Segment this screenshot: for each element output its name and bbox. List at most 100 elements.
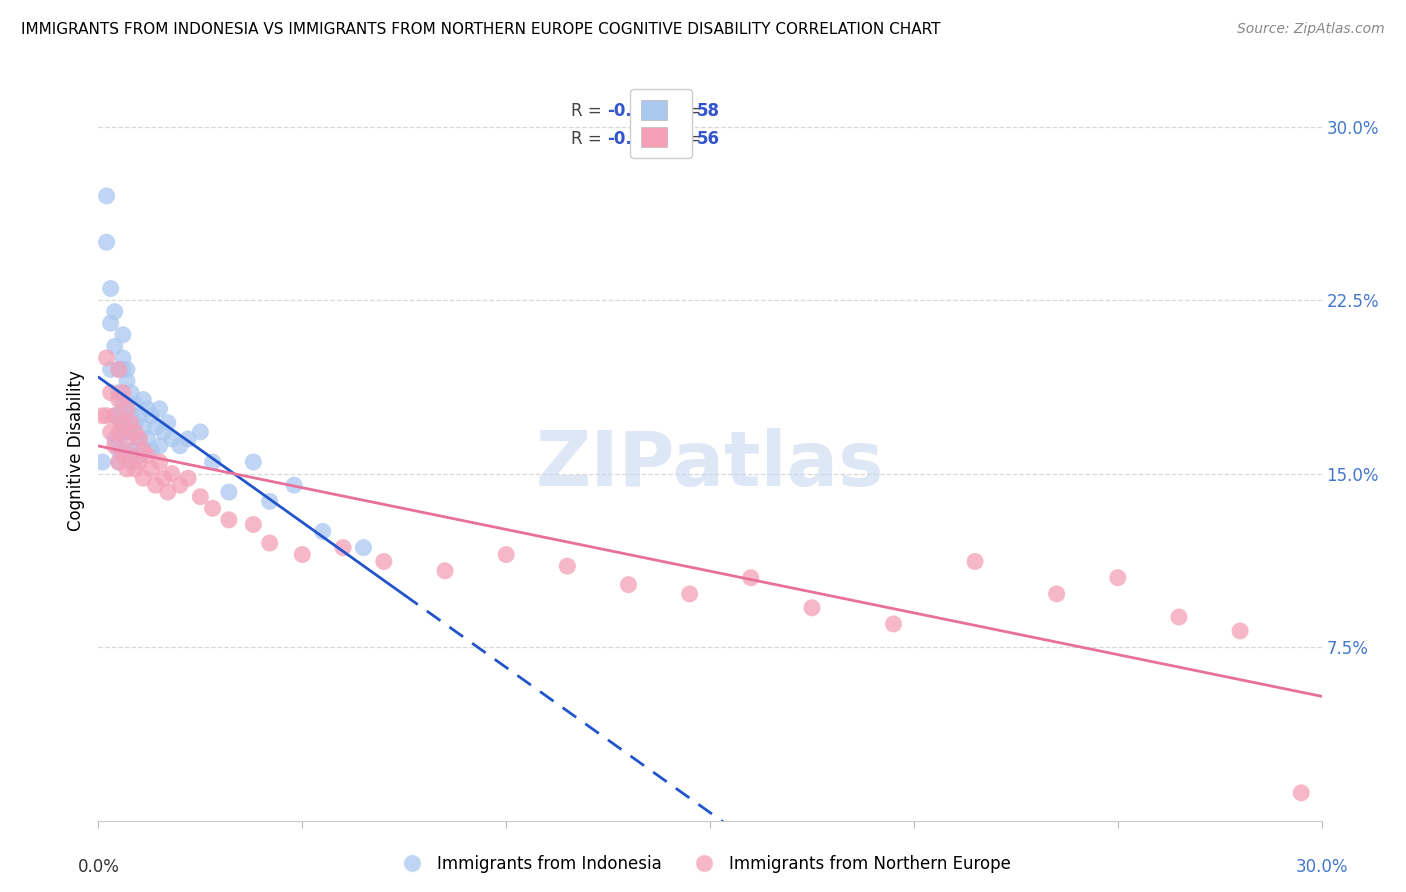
- Text: -0.281: -0.281: [607, 129, 666, 148]
- Point: [100, 385, 122, 400]
- Point: [96, 351, 118, 365]
- Point: [108, 409, 131, 423]
- Text: R =: R =: [571, 103, 606, 120]
- Point: [132, 392, 155, 407]
- Point: [218, 513, 240, 527]
- Point: [801, 600, 824, 615]
- Point: [108, 443, 131, 458]
- Point: [965, 554, 987, 569]
- Point: [115, 462, 138, 476]
- Point: [177, 471, 200, 485]
- Point: [259, 494, 281, 508]
- Point: [108, 392, 131, 407]
- Point: [156, 485, 179, 500]
- Point: [115, 401, 138, 416]
- Text: 30.0%: 30.0%: [1295, 858, 1348, 876]
- Point: [124, 462, 146, 476]
- Point: [128, 455, 150, 469]
- Point: [115, 374, 138, 388]
- Point: [617, 577, 640, 591]
- Point: [104, 339, 127, 353]
- Point: [100, 425, 122, 439]
- Point: [111, 420, 134, 434]
- Point: [242, 455, 264, 469]
- Point: [120, 409, 142, 423]
- Point: [115, 432, 138, 446]
- Point: [145, 478, 167, 492]
- Point: [124, 397, 146, 411]
- Point: [152, 425, 174, 439]
- Point: [218, 485, 240, 500]
- Point: [152, 471, 174, 485]
- Point: [283, 478, 305, 492]
- Point: [132, 420, 155, 434]
- Point: [188, 425, 212, 439]
- Point: [128, 409, 150, 423]
- Text: 58: 58: [696, 103, 720, 120]
- Text: Source: ZipAtlas.com: Source: ZipAtlas.com: [1237, 22, 1385, 37]
- Point: [136, 448, 159, 462]
- Point: [141, 409, 163, 423]
- Point: [1107, 571, 1129, 585]
- Point: [124, 416, 146, 430]
- Point: [679, 587, 702, 601]
- Point: [104, 432, 127, 446]
- Point: [1291, 786, 1313, 800]
- Point: [120, 455, 142, 469]
- Point: [373, 554, 395, 569]
- Point: [120, 448, 142, 462]
- Point: [104, 409, 127, 423]
- Point: [108, 432, 131, 446]
- Point: [145, 420, 167, 434]
- Text: IMMIGRANTS FROM INDONESIA VS IMMIGRANTS FROM NORTHERN EUROPE COGNITIVE DISABILIT: IMMIGRANTS FROM INDONESIA VS IMMIGRANTS …: [21, 22, 941, 37]
- Point: [149, 455, 172, 469]
- Y-axis label: Cognitive Disability: Cognitive Disability: [66, 370, 84, 531]
- Point: [132, 443, 155, 458]
- Point: [136, 401, 159, 416]
- Point: [111, 385, 134, 400]
- Point: [100, 316, 122, 330]
- Point: [115, 362, 138, 376]
- Point: [352, 541, 374, 555]
- Point: [111, 448, 134, 462]
- Point: [160, 467, 183, 481]
- Point: [160, 432, 183, 446]
- Text: ZIPatlas: ZIPatlas: [536, 428, 884, 502]
- Point: [169, 439, 191, 453]
- Point: [149, 401, 172, 416]
- Point: [91, 409, 114, 423]
- Point: [201, 501, 224, 516]
- Text: 56: 56: [696, 129, 720, 148]
- Point: [104, 439, 127, 453]
- Point: [120, 385, 142, 400]
- Text: 0.0%: 0.0%: [77, 858, 120, 876]
- Point: [120, 416, 142, 430]
- Point: [108, 362, 131, 376]
- Point: [111, 397, 134, 411]
- Point: [111, 351, 134, 365]
- Point: [108, 425, 131, 439]
- Point: [169, 478, 191, 492]
- Point: [91, 455, 114, 469]
- Text: -0.013: -0.013: [607, 103, 666, 120]
- Point: [149, 439, 172, 453]
- Point: [108, 455, 131, 469]
- Point: [124, 425, 146, 439]
- Point: [156, 416, 179, 430]
- Text: N =: N =: [658, 129, 706, 148]
- Point: [104, 304, 127, 318]
- Text: R =: R =: [571, 129, 606, 148]
- Point: [128, 432, 150, 446]
- Point: [201, 455, 224, 469]
- Point: [188, 490, 212, 504]
- Point: [111, 327, 134, 342]
- Point: [104, 409, 127, 423]
- Point: [96, 409, 118, 423]
- Point: [115, 425, 138, 439]
- Point: [100, 362, 122, 376]
- Point: [141, 462, 163, 476]
- Point: [96, 235, 118, 250]
- Point: [1229, 624, 1251, 638]
- Point: [108, 455, 131, 469]
- Point: [115, 409, 138, 423]
